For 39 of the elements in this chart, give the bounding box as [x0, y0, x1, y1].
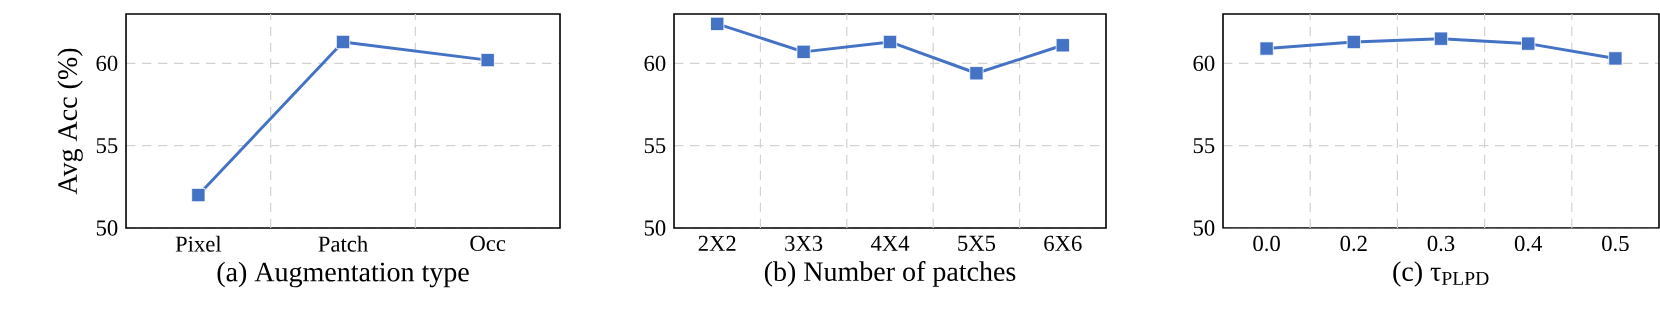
point — [1521, 36, 1536, 51]
x-tick-label: 4X4 — [870, 235, 910, 251]
x-tick-label: 5X5 — [958, 235, 996, 251]
point — [1259, 41, 1274, 56]
y-tick-label: 60 — [644, 55, 666, 72]
x-axis-title: (b) Number of patches — [764, 261, 1016, 287]
x-tick-label: 6X6 — [1044, 235, 1082, 252]
x-tick-label: 0.4 — [1514, 235, 1543, 252]
y-tick-label: 50 — [96, 220, 118, 236]
x-tick-label: 0.5 — [1602, 235, 1629, 252]
point — [710, 16, 725, 31]
x-tick-label: Patch — [318, 235, 368, 252]
point — [969, 66, 984, 81]
y-tick-label: 55 — [96, 138, 118, 154]
x-tick-label: 2X2 — [698, 235, 736, 251]
y-tick-label: 55 — [1193, 138, 1215, 154]
x-axis-title: (a) Augmentation type — [217, 261, 469, 288]
point — [191, 188, 206, 203]
point — [1608, 51, 1623, 66]
point — [1346, 34, 1361, 50]
x-tick-label: 3X3 — [785, 235, 823, 252]
y-tick-label: 60 — [96, 55, 118, 72]
x-tick-label: Occ — [470, 235, 506, 252]
x-tick-label: 0.2 — [1340, 235, 1367, 252]
y-tick-label: 60 — [1193, 55, 1215, 72]
x-tick-label: Pixel — [175, 235, 222, 252]
x-tick-label: 0.0 — [1253, 235, 1280, 252]
point — [796, 44, 811, 59]
x-axis-title: (c) τ$_{PLPD}$ — [1393, 261, 1489, 287]
y-tick-label: 50 — [1193, 220, 1215, 236]
point — [1433, 31, 1449, 46]
x-tick-label: 0.3 — [1427, 235, 1455, 252]
point — [480, 53, 495, 68]
y-tick-label: 50 — [644, 220, 666, 236]
point — [335, 34, 351, 50]
point — [882, 34, 898, 50]
y-tick-label: 55 — [644, 138, 666, 154]
y-axis-title: Avg Acc (%) — [57, 48, 83, 195]
point — [1055, 38, 1070, 53]
